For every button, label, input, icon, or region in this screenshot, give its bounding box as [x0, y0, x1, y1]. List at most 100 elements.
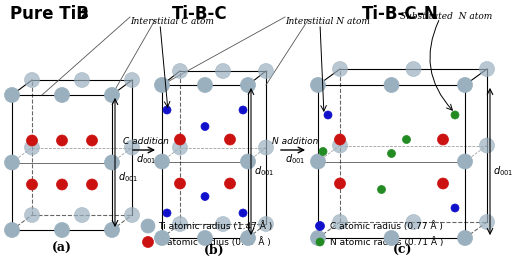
Text: $d_{001}$: $d_{001}$	[285, 152, 305, 166]
Circle shape	[311, 77, 326, 93]
Circle shape	[402, 135, 411, 144]
Circle shape	[406, 214, 421, 230]
Circle shape	[87, 179, 98, 190]
Circle shape	[174, 134, 185, 145]
Circle shape	[5, 223, 20, 237]
Circle shape	[438, 178, 448, 189]
Circle shape	[105, 88, 120, 102]
Circle shape	[311, 154, 326, 169]
Text: (b): (b)	[204, 244, 224, 257]
Circle shape	[172, 217, 187, 231]
Circle shape	[334, 178, 346, 189]
Circle shape	[240, 231, 255, 245]
Circle shape	[124, 73, 139, 88]
Circle shape	[315, 222, 325, 231]
Circle shape	[26, 179, 38, 190]
Circle shape	[87, 135, 98, 146]
Circle shape	[259, 63, 273, 79]
Text: N atomic radius (0.71 Å ): N atomic radius (0.71 Å )	[330, 237, 443, 247]
Circle shape	[56, 179, 68, 190]
Circle shape	[74, 73, 89, 88]
Circle shape	[5, 88, 20, 102]
Circle shape	[319, 147, 327, 155]
Circle shape	[479, 214, 494, 230]
Circle shape	[216, 217, 231, 231]
Circle shape	[5, 155, 20, 170]
Text: $d_{001}$: $d_{001}$	[136, 152, 156, 166]
Text: (a): (a)	[52, 242, 72, 255]
Circle shape	[154, 154, 169, 169]
Circle shape	[239, 209, 247, 217]
Circle shape	[378, 185, 385, 193]
Circle shape	[451, 111, 459, 119]
Circle shape	[163, 106, 171, 114]
Circle shape	[332, 214, 347, 230]
Circle shape	[24, 73, 40, 88]
Circle shape	[259, 140, 273, 155]
Circle shape	[174, 178, 185, 189]
Circle shape	[451, 204, 459, 212]
Circle shape	[332, 62, 347, 76]
Circle shape	[201, 122, 209, 131]
Circle shape	[406, 62, 421, 76]
Text: Pure TiB: Pure TiB	[10, 5, 89, 23]
Circle shape	[154, 231, 169, 245]
Circle shape	[124, 207, 139, 223]
Circle shape	[198, 231, 213, 245]
Circle shape	[240, 154, 255, 169]
Circle shape	[124, 140, 139, 155]
Circle shape	[311, 231, 326, 245]
Circle shape	[259, 217, 273, 231]
Circle shape	[105, 155, 120, 170]
Circle shape	[334, 134, 346, 145]
Circle shape	[224, 134, 235, 145]
Circle shape	[479, 138, 494, 153]
Circle shape	[56, 135, 68, 146]
Circle shape	[239, 106, 247, 114]
Circle shape	[216, 63, 231, 79]
Circle shape	[163, 209, 171, 217]
Circle shape	[154, 77, 169, 93]
Circle shape	[458, 231, 473, 245]
Text: B atomic radius (0.97 Å ): B atomic radius (0.97 Å )	[158, 237, 271, 247]
Text: $d_{001}$: $d_{001}$	[493, 165, 513, 178]
Circle shape	[105, 223, 120, 237]
Circle shape	[55, 88, 70, 102]
Circle shape	[55, 223, 70, 237]
Text: Ti atomic radius (1.47 Å ): Ti atomic radius (1.47 Å )	[158, 221, 272, 231]
Text: C atomic radius (0.77 Å ): C atomic radius (0.77 Å )	[330, 221, 443, 231]
Text: 2: 2	[80, 9, 88, 19]
Text: $d_{001}$: $d_{001}$	[254, 165, 275, 178]
Circle shape	[142, 237, 153, 248]
Circle shape	[172, 63, 187, 79]
Circle shape	[141, 219, 155, 233]
Circle shape	[24, 140, 40, 155]
Text: Ti-B-C-N: Ti-B-C-N	[362, 5, 439, 23]
Circle shape	[24, 207, 40, 223]
Text: Ti-B-C: Ti-B-C	[172, 5, 228, 23]
Circle shape	[201, 192, 209, 200]
Text: $d_{001}$: $d_{001}$	[118, 171, 138, 184]
Circle shape	[332, 138, 347, 153]
Circle shape	[388, 150, 395, 158]
Circle shape	[384, 77, 399, 93]
Circle shape	[26, 135, 38, 146]
Circle shape	[324, 111, 332, 119]
Text: C addition: C addition	[123, 137, 169, 146]
Circle shape	[316, 238, 324, 246]
Text: N addition: N addition	[272, 137, 318, 146]
Circle shape	[479, 62, 494, 76]
Circle shape	[240, 77, 255, 93]
Text: Substituted  N atom: Substituted N atom	[400, 12, 492, 21]
Circle shape	[172, 140, 187, 155]
Circle shape	[438, 134, 448, 145]
Text: (c): (c)	[393, 244, 412, 257]
Text: Interstitial C atom: Interstitial C atom	[130, 17, 214, 26]
Circle shape	[224, 178, 235, 189]
Circle shape	[198, 77, 213, 93]
Circle shape	[384, 231, 399, 245]
Text: Interstitial N atom: Interstitial N atom	[285, 17, 370, 26]
Circle shape	[458, 154, 473, 169]
Circle shape	[458, 77, 473, 93]
Circle shape	[74, 207, 89, 223]
